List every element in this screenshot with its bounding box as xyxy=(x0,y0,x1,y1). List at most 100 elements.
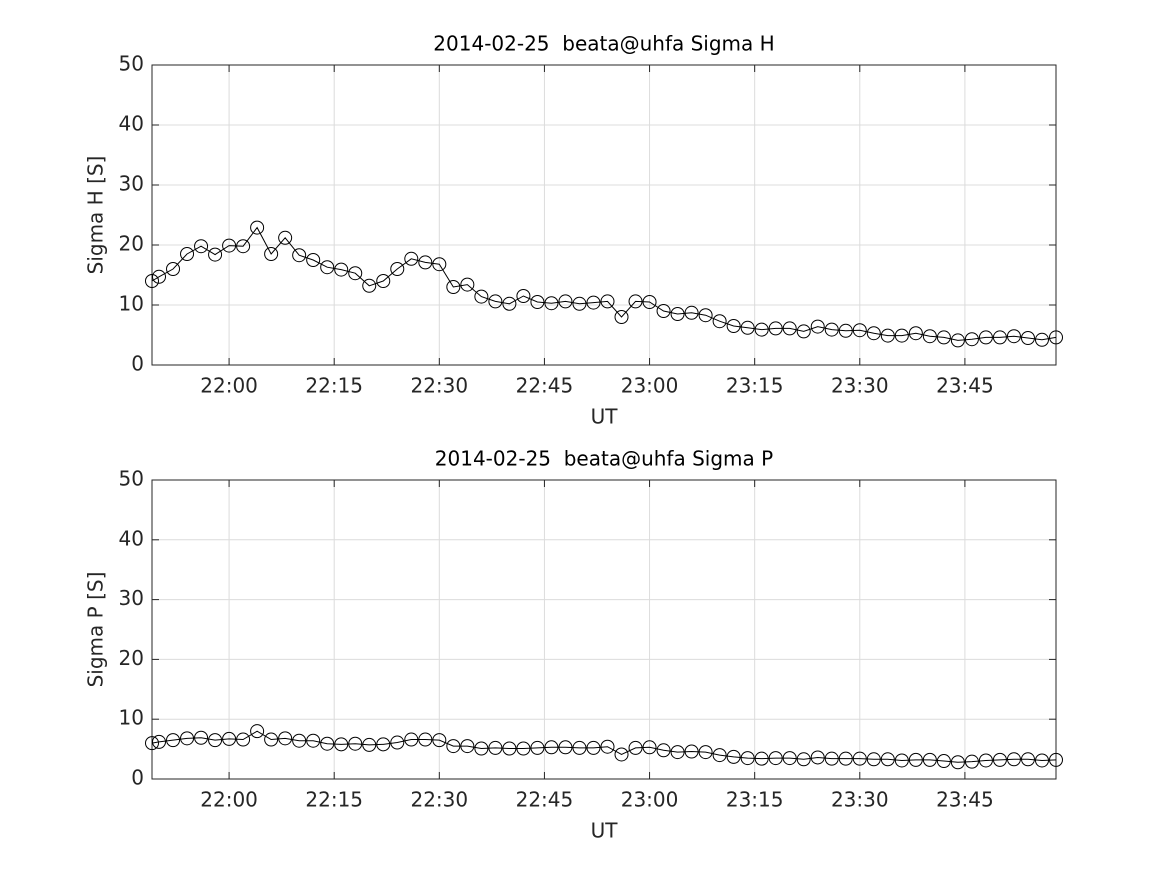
data-point xyxy=(866,752,881,767)
data-point xyxy=(950,333,965,348)
data-point xyxy=(950,755,965,770)
data-point xyxy=(516,289,531,303)
data-point xyxy=(838,751,853,766)
x-axis-label: UT xyxy=(591,405,619,429)
x-tick-label: 23:15 xyxy=(726,788,784,812)
data-point xyxy=(880,752,895,767)
y-tick-label: 0 xyxy=(131,766,144,790)
x-tick-label: 22:45 xyxy=(516,374,574,398)
data-point xyxy=(852,323,867,338)
data-point xyxy=(978,753,993,768)
data-point xyxy=(404,732,419,747)
data-point xyxy=(1049,752,1063,767)
data-point xyxy=(894,753,909,768)
data-point xyxy=(586,740,601,755)
data-point xyxy=(642,740,657,755)
data-point xyxy=(628,740,643,755)
data-point xyxy=(614,310,629,324)
data-point xyxy=(796,324,811,339)
data-point xyxy=(754,322,769,337)
data-point xyxy=(964,754,979,769)
data-point xyxy=(796,752,811,767)
x-tick-label: 23:15 xyxy=(726,374,784,398)
axes-box xyxy=(151,479,1057,780)
data-point xyxy=(922,752,937,767)
series-line xyxy=(151,226,1057,341)
data-point xyxy=(390,735,405,750)
data-point xyxy=(656,304,671,318)
data-point xyxy=(474,289,489,304)
data-point xyxy=(446,280,461,294)
plot-area xyxy=(152,65,1056,365)
x-axis-label: UT xyxy=(591,819,619,843)
data-point xyxy=(936,754,951,769)
data-point xyxy=(516,741,531,756)
x-tick-label: 23:00 xyxy=(621,374,679,398)
data-point xyxy=(390,262,405,276)
data-point xyxy=(1006,329,1021,344)
data-point xyxy=(810,750,825,765)
data-point xyxy=(376,274,391,288)
data-point xyxy=(348,736,363,751)
data-point xyxy=(726,319,741,333)
y-tick-label: 30 xyxy=(119,172,144,196)
x-tick-label: 23:30 xyxy=(831,788,889,812)
data-point xyxy=(670,745,685,760)
data-point xyxy=(978,330,993,345)
data-point xyxy=(754,751,769,766)
data-point xyxy=(698,745,713,760)
data-point xyxy=(460,277,475,292)
data-point xyxy=(698,308,713,323)
data-point xyxy=(320,736,335,751)
x-tick-label: 22:30 xyxy=(410,374,468,398)
data-point xyxy=(572,296,587,311)
y-axis-label: Sigma P [S] xyxy=(84,572,108,688)
data-point xyxy=(600,294,615,309)
data-point xyxy=(782,321,797,336)
data-point xyxy=(1020,331,1035,345)
data-point xyxy=(152,269,167,284)
data-point xyxy=(194,730,209,745)
data-point xyxy=(628,294,643,309)
data-point xyxy=(418,255,433,270)
data-point xyxy=(894,328,909,343)
chart-title: 2014-02-25 beata@uhfa Sigma P xyxy=(435,447,773,471)
x-tick-label: 22:30 xyxy=(410,788,468,812)
y-tick-label: 10 xyxy=(119,706,144,730)
data-point xyxy=(642,295,657,309)
data-point xyxy=(1034,753,1049,768)
data-point xyxy=(488,294,503,309)
data-point xyxy=(474,741,489,756)
data-point xyxy=(684,744,699,759)
data-point xyxy=(208,247,223,262)
data-point xyxy=(824,751,839,766)
data-point xyxy=(908,752,923,767)
data-point xyxy=(740,751,755,766)
data-point xyxy=(964,332,979,347)
data-point xyxy=(726,749,741,764)
data-point xyxy=(264,247,279,261)
data-point xyxy=(460,739,475,754)
data-point xyxy=(782,751,797,766)
data-point xyxy=(320,260,335,275)
data-point xyxy=(530,740,545,755)
data-point xyxy=(740,320,755,335)
data-point xyxy=(152,734,167,749)
data-point xyxy=(145,736,159,751)
data-point xyxy=(306,733,321,748)
data-point xyxy=(908,326,923,341)
data-point xyxy=(362,737,377,752)
x-tick-label: 23:45 xyxy=(936,788,994,812)
data-point xyxy=(418,732,433,747)
x-tick-label: 22:00 xyxy=(200,374,258,398)
y-tick-label: 20 xyxy=(119,232,144,256)
x-tick-label: 22:15 xyxy=(305,374,363,398)
data-point xyxy=(222,238,237,253)
data-point xyxy=(432,257,447,272)
data-point xyxy=(236,239,251,254)
data-point xyxy=(1006,752,1021,767)
data-point xyxy=(194,239,209,254)
axes-box xyxy=(151,64,1057,366)
